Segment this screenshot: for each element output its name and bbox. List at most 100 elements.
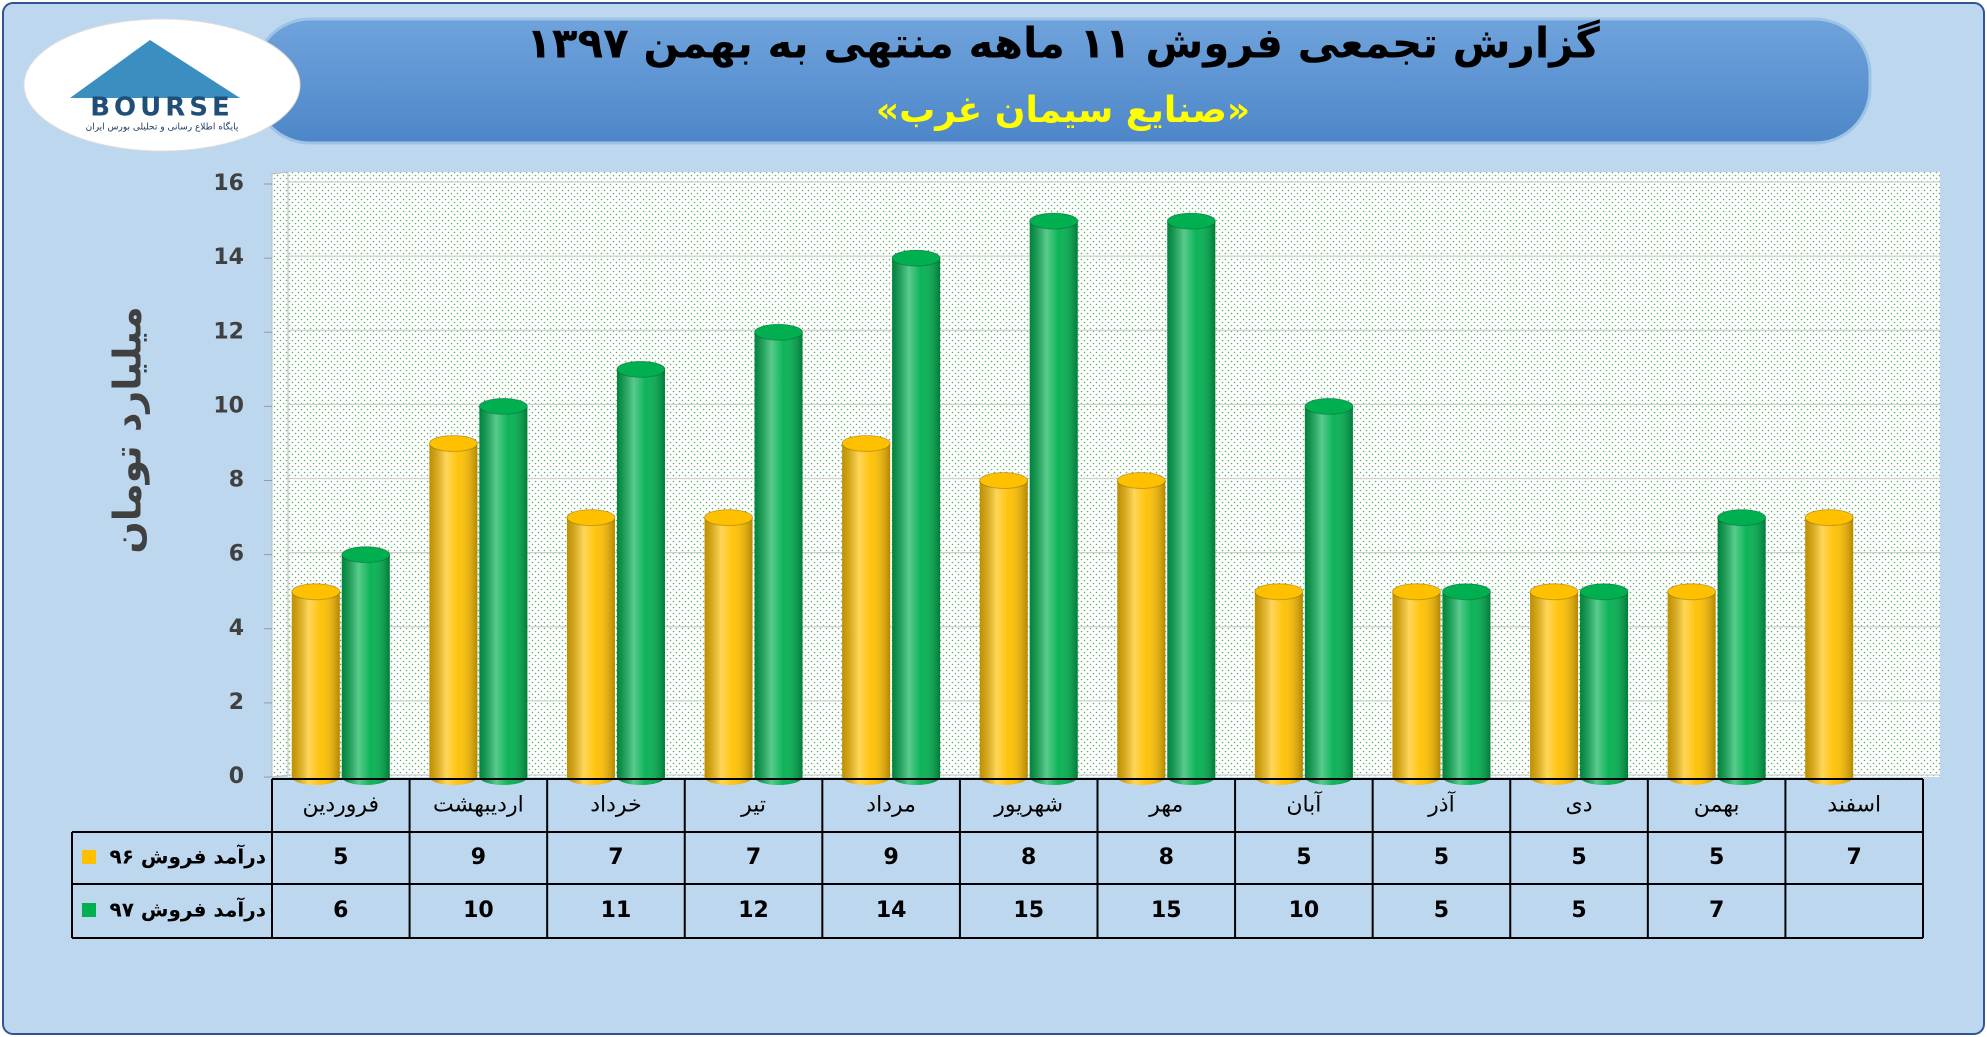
x-tick-label: مرداد	[866, 793, 916, 818]
table-value: 5	[1434, 898, 1449, 923]
bar-cap	[1304, 397, 1354, 415]
y-axis-label: میلیارد تومان	[106, 306, 150, 553]
table-value: 6	[333, 898, 348, 923]
x-tick-label: آذر	[1427, 791, 1455, 818]
bar-shine	[1254, 583, 1303, 785]
table-value: 7	[608, 845, 623, 870]
bar-cap	[1667, 583, 1717, 601]
y-tick-label: 4	[229, 616, 244, 641]
plot: 0 2 4 6 8 10 12 14 16 فروردین اردیبهشت خرداد تیر مردا…	[71, 171, 1940, 939]
legend-label: درآمد فروش ۹۷	[110, 897, 266, 922]
bar-cap	[1254, 583, 1304, 601]
y-tick-label: 0	[229, 764, 244, 789]
bar-shine	[1304, 398, 1353, 785]
logo-name: BOURSE	[90, 93, 234, 123]
table-value: 5	[1571, 898, 1586, 923]
bar-cap	[1116, 472, 1166, 489]
bar-cap	[1579, 583, 1629, 601]
table-value: 7	[1847, 845, 1862, 870]
bar-shine	[1117, 472, 1166, 785]
bar-shine	[979, 472, 1028, 785]
y-tick-label: 2	[229, 690, 244, 715]
bar-shine	[479, 398, 528, 785]
bar-shine	[842, 435, 891, 785]
table-value: 7	[746, 845, 761, 870]
bar-cap	[566, 509, 616, 527]
table-value: 7	[1709, 898, 1724, 923]
side-wall	[271, 171, 289, 778]
bar-shine	[1805, 509, 1854, 785]
bar-shine	[1667, 583, 1716, 785]
x-tick-label: بهمن	[1694, 793, 1740, 818]
y-tick-label: 6	[229, 542, 244, 567]
bar-shine	[1392, 583, 1441, 785]
table-value: 9	[471, 845, 486, 870]
table-value: 5	[1296, 845, 1311, 870]
y-tick-label: 8	[229, 468, 244, 493]
x-tick-label: خرداد	[590, 793, 641, 818]
legend-swatch	[82, 903, 96, 917]
x-tick-label: فروردین	[303, 793, 380, 818]
bar-cap	[1029, 212, 1079, 230]
y-tick-label: 14	[213, 245, 244, 270]
bar-shine	[1167, 213, 1216, 785]
bar-cap	[1441, 583, 1491, 601]
table-value: 10	[1289, 898, 1320, 923]
bar-cap	[1391, 583, 1441, 601]
bar-cap	[291, 583, 341, 601]
table-value: 8	[1021, 845, 1036, 870]
bar-shine	[291, 583, 340, 785]
bar-cap	[891, 249, 941, 267]
table-value: 5	[333, 845, 348, 870]
bar-shine	[1530, 583, 1579, 785]
bar-shine	[566, 509, 615, 785]
legend-swatch	[82, 850, 96, 864]
table-value: 14	[876, 898, 907, 923]
x-tick-label: اسفند	[1827, 793, 1881, 818]
bar-shine	[704, 509, 753, 785]
x-tick-label: تیر	[740, 793, 766, 818]
table-value: 15	[1013, 898, 1044, 923]
y-tick-label: 12	[213, 319, 244, 344]
bar-shine	[754, 324, 803, 785]
logo-tagline: پایگاه اطلاع رسانی و تحلیلی بورس ایران	[86, 121, 239, 133]
bar-cap	[1804, 509, 1854, 527]
bar-cap	[478, 397, 528, 415]
table-value: 11	[601, 898, 632, 923]
legend-label: درآمد فروش ۹۶	[110, 844, 266, 869]
bar-shine	[1580, 583, 1629, 785]
table-value: 8	[1159, 845, 1174, 870]
x-tick-label: مهر	[1148, 793, 1183, 818]
logo-mark	[70, 40, 240, 98]
table-value: 12	[738, 898, 769, 923]
y-tick-label: 10	[213, 393, 244, 418]
bar-cap	[616, 360, 666, 378]
table-value: 5	[1434, 845, 1449, 870]
table-value: 5	[1571, 845, 1586, 870]
bar-shine	[1717, 509, 1766, 785]
table-value: 10	[463, 898, 494, 923]
bar-shine	[341, 546, 390, 785]
x-tick-label: شهریور	[993, 793, 1063, 818]
bar-cap	[1717, 509, 1767, 527]
x-tick-label: آبان	[1286, 791, 1322, 818]
x-tick-label: دی	[1566, 793, 1593, 818]
bar-shine	[1029, 213, 1078, 785]
chart-title: گزارش تجمعی فروش ۱۱ ماهه منتهی به بهمن ۱…	[526, 19, 1600, 69]
bar-cap	[841, 434, 891, 452]
y-tick-label: 16	[213, 171, 244, 196]
bar-cap	[1166, 212, 1216, 230]
table-value: 5	[1709, 845, 1724, 870]
bar-shine	[892, 250, 941, 785]
x-tick-label: اردیبهشت	[433, 793, 524, 818]
bar-cap	[704, 509, 754, 527]
plot-area	[288, 172, 1940, 777]
bar-cap	[1529, 583, 1579, 601]
table-value: 9	[883, 845, 898, 870]
bar-shine	[1442, 583, 1491, 785]
bar-cap	[754, 323, 804, 341]
table-value: 15	[1151, 898, 1182, 923]
bar-shine	[616, 361, 665, 785]
chart-subtitle: «صنایع سیمان غرب»	[876, 90, 1250, 131]
